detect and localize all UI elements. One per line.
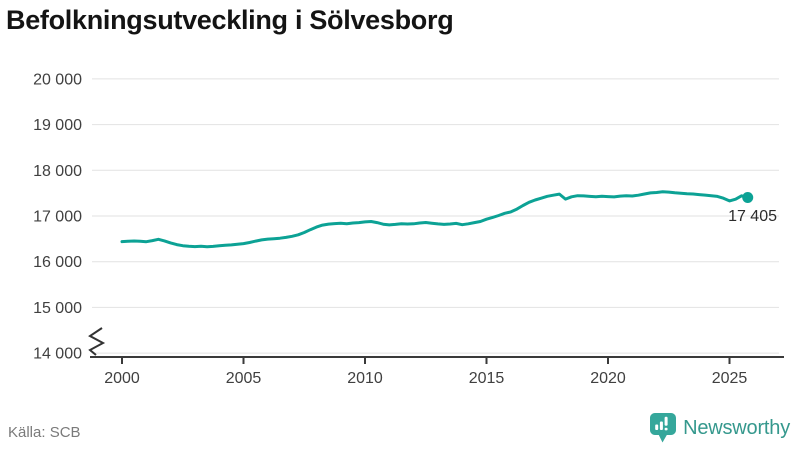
y-axis-tick-label: 18 000 [33,163,82,180]
x-axis-tick-label: 2015 [469,370,505,387]
x-axis-tick-label: 2000 [104,370,140,387]
y-axis-tick-label: 17 000 [33,209,82,226]
y-axis-tick-label: 19 000 [33,117,82,134]
population-line [120,190,750,249]
x-axis-tick-label: 2010 [347,370,383,387]
population-line-chart: 20 000 19 000 18 000 17 000 16 000 15 000 14 0… [33,71,784,387]
y-axis-tick-label: 15 000 [33,300,82,317]
newsworthy-bubble-barchart-icon [650,413,677,443]
last-point-dot [742,191,754,203]
x-axis-tick-label: 2025 [712,370,748,387]
y-axis-tick-label: 20 000 [33,71,82,88]
last-value-label: 17 405 [728,208,777,225]
newsworthy-logo: Newsworthy [650,413,790,443]
x-axis-tick-label: 2020 [590,370,626,387]
source-note: Källa: SCB [8,424,81,441]
y-axis-tick-label: 16 000 [33,254,82,271]
y-axis-tick-label: 14 000 [33,346,82,363]
newsworthy-wordmark: Newsworthy [683,416,790,439]
axis-break-icon [88,327,106,356]
x-axis-tick-label: 2005 [226,370,262,387]
chart-title: Befolkningsutveckling i Sölvesborg [6,5,454,35]
